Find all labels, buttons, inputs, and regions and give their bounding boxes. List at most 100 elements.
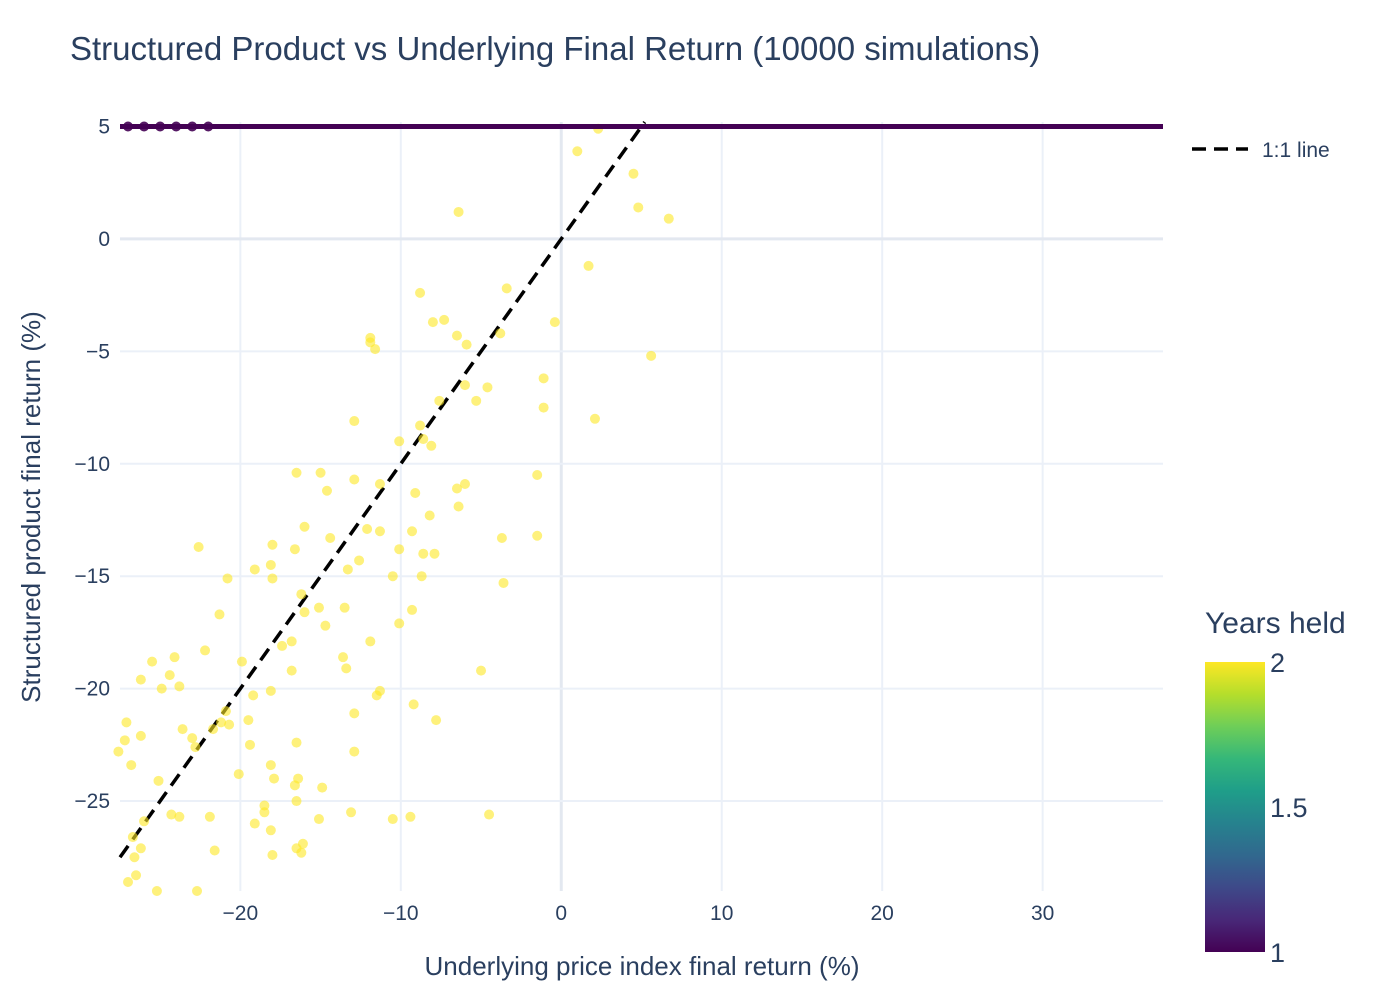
data-point [339, 602, 350, 613]
data-point [313, 814, 324, 825]
data-point [320, 620, 331, 631]
data-point [200, 645, 211, 656]
data-point [286, 665, 297, 676]
data-point [633, 202, 644, 213]
data-point [346, 807, 357, 818]
data-point [461, 339, 472, 350]
data-point [451, 483, 462, 494]
y-tick-label: −25 [74, 790, 110, 813]
data-point [244, 739, 255, 750]
data-point [325, 532, 336, 543]
data-point [139, 816, 150, 827]
colorbar-tick-label: 1.5 [1270, 793, 1308, 823]
data-point [426, 440, 437, 451]
data-point [415, 287, 426, 298]
data-point [291, 467, 302, 478]
data-point [387, 571, 398, 582]
data-point [224, 719, 235, 730]
data-point [119, 735, 130, 746]
data-point [538, 373, 549, 384]
colorbar-gradient [1205, 662, 1265, 952]
reference-line [118, 120, 647, 859]
data-point [216, 717, 227, 728]
data-point [315, 467, 326, 478]
y-tick-label: 0 [98, 228, 110, 251]
data-point [427, 317, 438, 328]
colorbar-title: Years held [1205, 607, 1346, 640]
data-point [371, 690, 382, 701]
data-point [135, 674, 146, 685]
data-point [394, 618, 405, 629]
data-point [459, 380, 470, 391]
data-point [190, 742, 201, 753]
data-point [338, 652, 349, 663]
data-point [434, 395, 445, 406]
data-point [248, 690, 259, 701]
data-point [121, 717, 132, 728]
data-point [451, 330, 462, 341]
data-point [267, 539, 278, 550]
data-point [410, 488, 421, 499]
y-tick-label: −10 [74, 453, 110, 476]
data-point [222, 573, 233, 584]
data-point [374, 526, 385, 537]
data-point [496, 532, 507, 543]
data-point [589, 413, 600, 424]
y-axis-title: Structured product final return (%) [16, 311, 46, 703]
data-point [233, 769, 244, 780]
data-point [374, 479, 385, 490]
data-point [166, 809, 177, 820]
data-point [265, 559, 276, 570]
data-point [453, 206, 464, 217]
data-point [113, 746, 124, 757]
y-tick-label: −5 [86, 340, 110, 363]
data-point [342, 564, 353, 575]
data-point [418, 548, 429, 559]
x-tick-label: −20 [223, 902, 259, 925]
data-point [471, 395, 482, 406]
data-point [313, 602, 324, 613]
data-point [249, 564, 260, 575]
colorbar-ticks: 21.51 [1270, 648, 1308, 968]
data-point [291, 796, 302, 807]
x-tick-label: 0 [555, 902, 567, 925]
legend: 1:1 line [1192, 139, 1330, 162]
data-point [277, 640, 288, 651]
y-tick-label: −15 [74, 565, 110, 588]
y-tick-label: 5 [98, 115, 110, 138]
chart-title: Structured Product vs Underlying Final R… [70, 30, 1040, 67]
data-point [220, 706, 231, 717]
data-point [123, 877, 134, 888]
data-point [299, 607, 310, 618]
data-point [129, 852, 140, 863]
data-point [498, 577, 509, 588]
data-point [126, 760, 137, 771]
data-point [387, 814, 398, 825]
data-point [214, 609, 225, 620]
data-point [169, 652, 180, 663]
data-point [131, 870, 142, 881]
data-point [243, 715, 254, 726]
data-point [349, 474, 360, 485]
data-point [439, 314, 450, 325]
data-point [424, 510, 435, 521]
data-point [289, 780, 300, 791]
data-point [349, 708, 360, 719]
data-point [267, 850, 278, 861]
data-point [236, 656, 247, 667]
data-point [299, 521, 310, 532]
data-point [192, 886, 203, 896]
data-point [204, 811, 215, 822]
colorbar-tick-label: 2 [1270, 648, 1285, 678]
data-point [416, 571, 427, 582]
data-point [532, 470, 543, 481]
colorbar-tick-label: 1 [1270, 938, 1285, 968]
data-point [187, 733, 198, 744]
data-point [482, 382, 493, 393]
data-point [127, 832, 138, 843]
data-point [151, 886, 162, 896]
x-axis-ticks: −20 −10 0 10 20 30 [223, 902, 1055, 925]
data-point [663, 213, 674, 224]
data-point [365, 636, 376, 647]
